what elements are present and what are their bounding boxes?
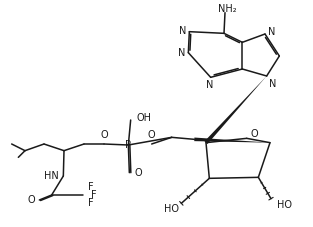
Text: N: N <box>179 26 186 36</box>
Text: F: F <box>88 198 93 208</box>
Text: O: O <box>134 168 142 178</box>
Text: HN: HN <box>44 171 58 181</box>
Text: OH: OH <box>137 113 152 123</box>
Text: F: F <box>91 190 96 200</box>
Text: O: O <box>148 130 156 140</box>
Text: O: O <box>28 195 35 205</box>
Text: O: O <box>100 130 108 140</box>
Text: P: P <box>125 140 131 150</box>
Text: N: N <box>268 27 275 37</box>
Text: HO: HO <box>164 204 179 214</box>
Text: O: O <box>251 129 258 139</box>
Text: F: F <box>88 182 93 192</box>
Text: N: N <box>269 79 276 89</box>
Text: N: N <box>178 48 185 58</box>
Polygon shape <box>204 76 267 144</box>
Text: N: N <box>206 80 213 90</box>
Text: HO: HO <box>277 200 292 210</box>
Text: NH₂: NH₂ <box>218 4 236 14</box>
Polygon shape <box>194 138 270 143</box>
